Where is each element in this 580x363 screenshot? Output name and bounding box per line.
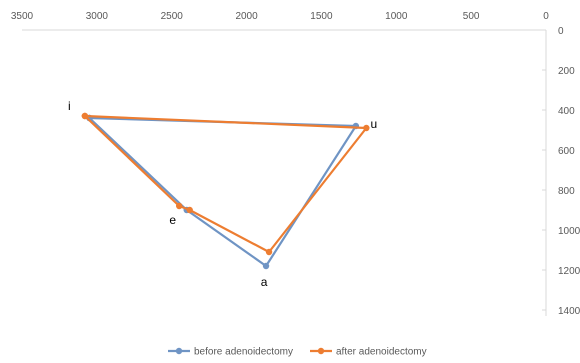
vowel-label-i: i xyxy=(68,99,71,113)
vowel-label-e: e xyxy=(169,213,176,227)
legend-swatch-marker xyxy=(175,347,183,355)
y-tick-label: 600 xyxy=(558,146,575,157)
x-tick-label: 0 xyxy=(543,11,549,22)
y-tick-label: 0 xyxy=(558,26,564,37)
series-after xyxy=(81,112,370,256)
x-tick-label: 3000 xyxy=(86,11,109,22)
x-tick-label: 500 xyxy=(463,11,480,22)
data-point xyxy=(81,112,89,120)
series-before xyxy=(86,114,360,270)
legend-label: after adenoidectomy xyxy=(336,347,427,358)
legend-swatch-marker xyxy=(317,347,325,355)
data-point xyxy=(262,262,270,270)
legend-item-before: before adenoidectomy xyxy=(168,347,293,358)
series-line xyxy=(84,114,368,254)
x-tick-label: 1500 xyxy=(310,11,333,22)
series-layer xyxy=(81,112,370,270)
x-axis: 3500 3000 2500 2000 1500 1000 500 0 xyxy=(11,11,549,31)
data-point xyxy=(265,248,273,256)
y-tick-label: 1200 xyxy=(558,266,580,277)
vowel-label-a: a xyxy=(261,275,268,289)
legend-item-after: after adenoidectomy xyxy=(310,347,427,358)
y-tick-label: 1400 xyxy=(558,306,580,317)
x-tick-label: 3500 xyxy=(11,11,34,22)
vowel-labels: i u a e xyxy=(68,99,377,289)
data-point xyxy=(363,124,370,132)
y-tick-label: 1000 xyxy=(558,226,580,237)
legend-label: before adenoidectomy xyxy=(194,347,293,358)
x-tick-label: 2500 xyxy=(161,11,184,22)
y-tick-label: 400 xyxy=(558,106,575,117)
y-tick-label: 800 xyxy=(558,186,575,197)
y-tick-label: 200 xyxy=(558,66,575,77)
data-point xyxy=(176,202,183,210)
y-axis: 0 200 400 600 800 1000 1200 1400 xyxy=(542,26,580,317)
data-point xyxy=(186,206,193,214)
x-tick-label: 2000 xyxy=(235,11,258,22)
x-tick-label: 1000 xyxy=(385,11,408,22)
legend: before adenoidectomy after adenoidectomy xyxy=(168,347,427,358)
vowel-label-u: u xyxy=(371,117,378,131)
